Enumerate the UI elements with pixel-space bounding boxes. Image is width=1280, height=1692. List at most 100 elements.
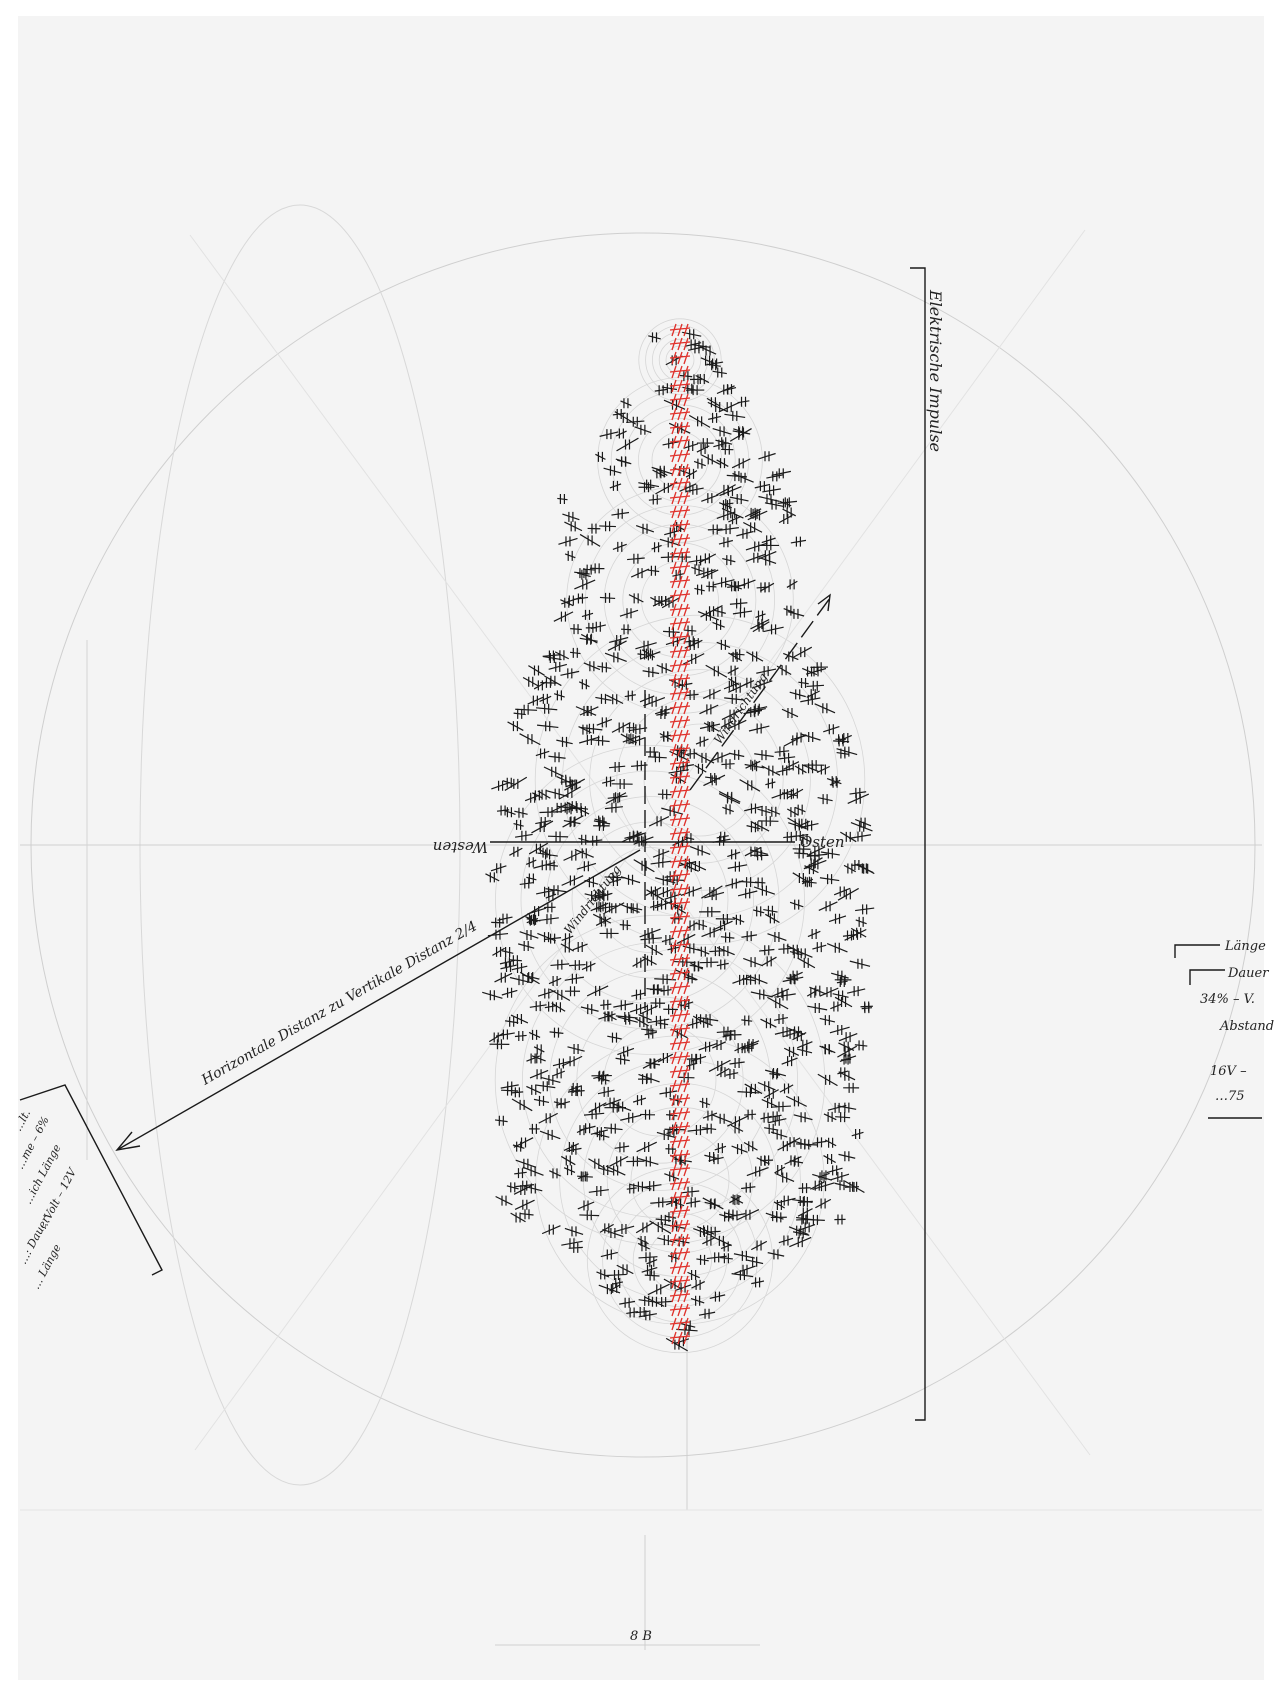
tick-mark xyxy=(854,1040,868,1051)
tick-mark xyxy=(603,465,622,476)
tick-mark xyxy=(796,1214,812,1225)
tick-mark xyxy=(537,932,556,943)
tick-mark xyxy=(563,850,585,861)
tick-mark xyxy=(628,724,648,735)
east-label: Osten xyxy=(800,833,845,851)
tick-mark xyxy=(674,1155,692,1166)
tick-mark xyxy=(583,1109,605,1120)
tick-mark xyxy=(789,1236,812,1248)
tick-mark xyxy=(556,736,573,747)
tick-mark xyxy=(769,1069,781,1080)
red-impulse-mark xyxy=(669,1247,691,1261)
tick-mark xyxy=(760,1155,774,1166)
tick-mark xyxy=(529,1001,547,1012)
tick-mark xyxy=(718,537,734,548)
tick-mark xyxy=(767,1249,785,1260)
tick-mark xyxy=(716,639,731,650)
tick-mark xyxy=(561,933,574,944)
red-impulse-mark xyxy=(669,771,691,785)
tick-mark xyxy=(494,972,513,983)
tick-mark xyxy=(528,1029,541,1040)
tick-mark xyxy=(635,523,655,534)
tick-mark xyxy=(712,1039,727,1050)
tick-mark xyxy=(654,899,673,910)
tick-mark xyxy=(529,1123,540,1134)
tick-mark xyxy=(778,1235,794,1246)
tick-mark xyxy=(570,624,582,635)
tick-mark xyxy=(558,786,582,800)
tick-mark xyxy=(699,957,719,968)
tick-mark xyxy=(712,367,727,378)
tick-mark xyxy=(638,1012,652,1023)
note-right-line: Abstand xyxy=(1219,1019,1274,1034)
tick-mark xyxy=(500,1081,519,1092)
tick-mark xyxy=(731,1144,748,1155)
tick-mark xyxy=(729,1058,745,1068)
tick-mark xyxy=(724,693,745,704)
tick-mark xyxy=(741,1041,759,1052)
tick-mark xyxy=(562,511,580,522)
tick-mark xyxy=(588,1102,607,1113)
tick-mark xyxy=(515,830,533,841)
tick-mark xyxy=(763,624,784,635)
red-impulse-mark xyxy=(669,421,691,435)
tick-mark xyxy=(794,764,807,775)
tick-mark xyxy=(567,1044,585,1054)
red-impulse-mark xyxy=(669,575,691,589)
tick-mark xyxy=(741,1015,753,1026)
right-notes-bracket-top xyxy=(1174,944,1220,958)
tick-mark xyxy=(712,426,732,437)
tick-mark xyxy=(600,999,612,1010)
pencil-circle xyxy=(638,417,723,502)
pencil-circle xyxy=(495,745,805,1055)
tick-mark xyxy=(744,846,762,857)
red-impulse-mark xyxy=(669,519,691,533)
tick-mark xyxy=(529,1069,549,1080)
tick-mark xyxy=(806,680,825,691)
tick-mark xyxy=(564,521,583,532)
tick-mark xyxy=(861,1003,873,1014)
tick-mark xyxy=(595,451,606,462)
pencil-circle xyxy=(534,614,866,946)
red-impulse-mark xyxy=(669,883,691,897)
red-impulse-mark xyxy=(669,337,691,351)
tick-mark xyxy=(715,437,733,448)
tick-mark xyxy=(709,1291,726,1302)
tick-mark xyxy=(604,1102,626,1113)
red-impulse-mark xyxy=(669,911,691,925)
tick-mark xyxy=(563,1142,579,1152)
tick-mark xyxy=(573,1086,585,1097)
tick-mark xyxy=(619,920,631,931)
tick-mark xyxy=(726,471,748,482)
tick-mark xyxy=(707,524,723,535)
tick-mark xyxy=(771,468,792,479)
tick-mark xyxy=(645,944,663,956)
tick-mark xyxy=(616,437,639,452)
tick-mark xyxy=(599,521,616,532)
tick-mark xyxy=(793,646,813,658)
tick-mark xyxy=(725,878,744,889)
tick-mark xyxy=(709,752,731,763)
tick-mark xyxy=(641,1264,658,1275)
tick-mark xyxy=(580,633,598,644)
red-impulse-mark xyxy=(669,533,691,547)
tick-mark xyxy=(790,536,807,547)
tick-mark xyxy=(657,1053,674,1064)
tick-mark xyxy=(702,1110,718,1121)
tick-mark xyxy=(510,1212,526,1223)
tick-mark xyxy=(588,1158,606,1170)
wind-label-lower: Windrichtung xyxy=(561,862,624,937)
tick-mark xyxy=(685,484,704,495)
tick-mark xyxy=(657,1018,669,1029)
tick-mark xyxy=(604,872,626,883)
tick-mark xyxy=(716,1026,736,1037)
tick-mark xyxy=(830,1172,850,1183)
tick-mark xyxy=(583,661,601,672)
tick-mark xyxy=(754,877,766,888)
tick-mark xyxy=(560,597,574,608)
tick-mark xyxy=(686,1197,701,1208)
red-impulse-mark xyxy=(669,981,691,995)
tick-mark xyxy=(821,1044,833,1055)
tick-mark xyxy=(578,834,590,845)
red-impulse-mark xyxy=(669,561,691,575)
